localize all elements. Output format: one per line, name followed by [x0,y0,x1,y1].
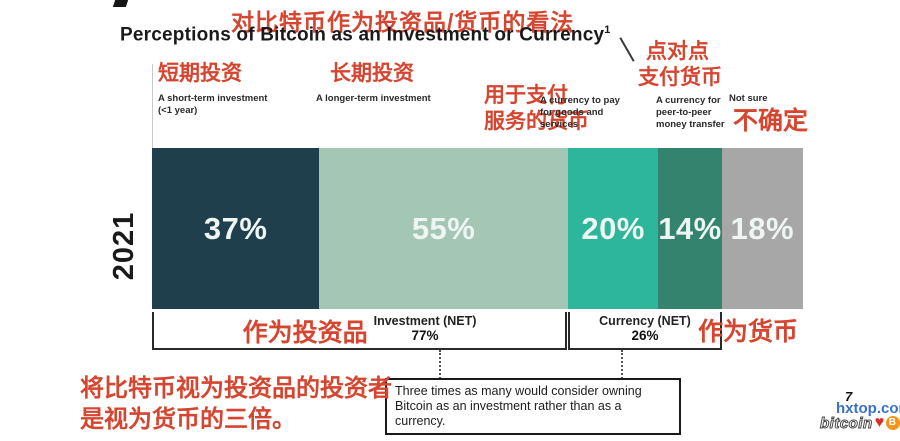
column-header-long-term: A longer-term investment [316,93,431,104]
red-note-peer-to-peer: 点对点 支付货币 [638,40,722,89]
red-note-as-investment: 作为投资品 [242,319,368,347]
watermark-brand: bitcoin ♥ B [820,414,900,432]
dotted-connector-investment [439,350,441,379]
column-header-short-term: A short-term investment (<1 year) [158,93,268,116]
segment-value-label: 20% [581,210,645,246]
red-note-long-term: 长期投资 [330,62,414,85]
column-header-peer-to-peer: A currency for peer-to-peer money transf… [656,95,725,130]
bar-segment-goods-services: 20% [567,148,659,309]
red-note-as-currency: 作为货币 [698,318,799,346]
year-axis-label: 2021 [108,211,140,281]
bitcoin-coin-icon: B [885,416,900,430]
watermark-site: hxtop.com [836,400,900,417]
bottom-red-note-line-1: 将比特币视为投资品的投资者 [80,375,392,402]
page-number-mark: 7 [845,389,853,404]
segment-value-label: 14% [658,210,722,246]
dotted-connector-currency [621,350,623,379]
bar-segment-not-sure: 18% [721,148,803,309]
segment-value-label: 37% [203,210,268,246]
bottom-red-note: 将比特币视为投资品的投资者 是视为货币的三倍。 [80,373,392,435]
callout-line-2: Bitcoin as an investment rather than as … [395,399,622,428]
callout-line-1: Three times as many would consider ownin… [395,384,642,398]
red-note-short-term: 短期投资 [158,62,242,85]
currency-net-label: Currency (NET) [599,314,691,328]
red-note-not-sure: 不确定 [733,107,809,135]
heart-icon: ♥ [874,414,885,431]
bar-segment-peer-to-peer: 14% [658,148,722,309]
segment-value-label: 18% [730,210,795,246]
column-header-goods-services: A currency to pay for goods and services [540,95,620,130]
segment-value-label: 55% [411,210,476,246]
chart-title: Perceptions of Bitcoin as an Investment … [120,24,611,46]
callout-box: Three times as many would consider ownin… [385,378,681,435]
red-note-payment-currency: 用于支付 服务的货币 [484,84,589,133]
currency-net-bracket: Currency (NET) 26% [568,312,722,350]
title-footnote-superscript: 1 [604,24,611,36]
bottom-red-note-line-2: 是视为货币的三倍。 [80,406,296,433]
header-axis-line [152,64,153,148]
stray-mark [619,37,635,62]
currency-net-value: 26% [631,328,659,343]
investment-net-bracket: 作为投资品 Investment (NET) 77% [152,312,567,350]
investment-net-label: Investment (NET) [373,314,477,328]
bar-segment-long-term: 55% [319,148,568,309]
stacked-bar-2021: 37% 55% 20% 14% 18% [152,148,803,309]
chart-title-text: Perceptions of Bitcoin as an Investment … [120,24,605,46]
watermark-brand-text: bitcoin [820,414,873,432]
investment-net-value: 77% [411,328,439,343]
cropped-edge-artifact [112,0,129,7]
column-header-not-sure: Not sure [729,93,768,104]
bar-segment-short-term: 37% [152,148,320,309]
red-title-annotation: 对比特币作为投资品/货币的看法 [231,9,575,35]
